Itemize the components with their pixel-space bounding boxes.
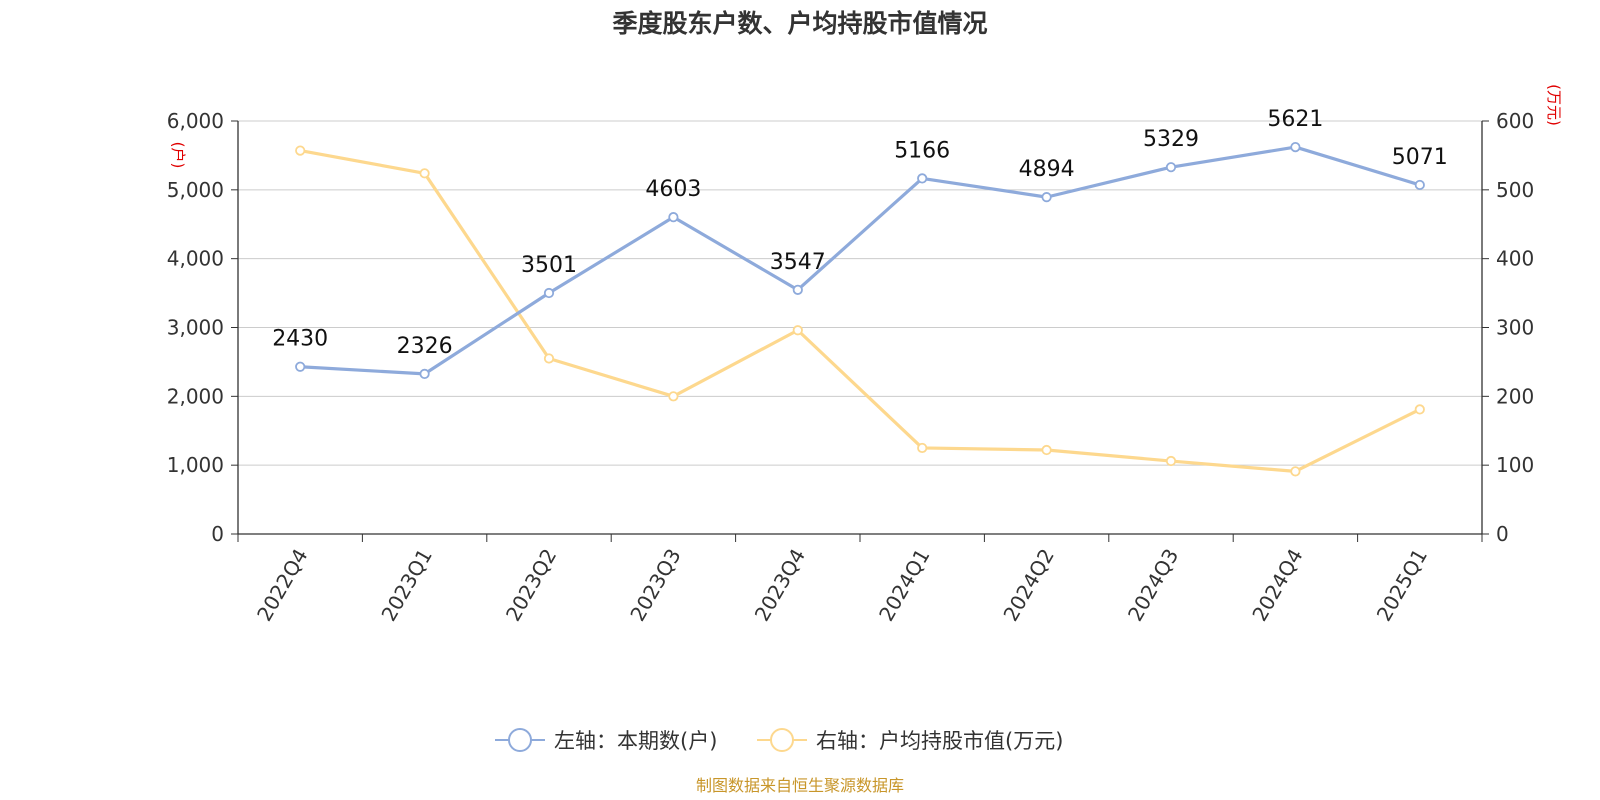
x-tick-label: 2024Q2	[998, 545, 1058, 626]
data-point	[1165, 162, 1177, 173]
series-avg-market-value	[295, 145, 1425, 477]
right-tick-label: 600	[1496, 109, 1534, 133]
x-tick-label: 2024Q3	[1123, 545, 1183, 626]
data-label: 3547	[770, 250, 826, 275]
left-tick-label: 5,000	[167, 178, 224, 202]
legend-marker-icon	[770, 728, 794, 752]
legend-label: 左轴：本期数(户)	[554, 729, 717, 753]
left-tick-label: 3,000	[167, 316, 224, 340]
source-note: 制图数据来自恒生聚源数据库	[696, 776, 904, 795]
x-tick-label: 2023Q3	[625, 545, 685, 626]
data-point	[1041, 444, 1052, 456]
grid-lines	[238, 120, 1482, 466]
data-label: 2430	[272, 327, 328, 352]
series-line	[300, 145, 1421, 376]
data-point	[1414, 404, 1425, 415]
data-point	[543, 353, 555, 364]
data-point	[1290, 141, 1301, 153]
data-point	[917, 442, 928, 454]
right-tick-label: 200	[1496, 384, 1534, 408]
left-axis-ticks: 0 1,000 2,000 3,000 4,000 5,000 6,000	[167, 109, 238, 546]
data-point	[792, 325, 803, 336]
chart-title: 季度股东户数、户均持股市值情况	[612, 9, 987, 38]
legend-label: 右轴：户均持股市值(万元)	[816, 729, 1063, 753]
data-labels: 2430 2326 3501 4603 3547 5166 4894 5329 5621 5071	[272, 107, 1448, 359]
data-point	[419, 168, 430, 179]
data-label: 3501	[521, 253, 577, 278]
right-tick-label: 100	[1496, 453, 1534, 477]
data-label: 2326	[397, 334, 453, 359]
data-point	[1041, 192, 1052, 203]
series-layer	[295, 141, 1425, 477]
x-tick-label: 2023Q1	[376, 545, 436, 626]
x-tick-label: 2023Q2	[501, 545, 561, 626]
left-axis-unit: (户)	[169, 142, 187, 169]
data-point	[419, 368, 430, 379]
right-tick-label: 500	[1496, 178, 1534, 202]
data-label: 5071	[1392, 145, 1448, 170]
right-axis-unit: (万元)	[1545, 84, 1563, 126]
data-point	[668, 391, 679, 402]
right-tick-label: 400	[1496, 247, 1534, 271]
legend-item[interactable]: 左轴：本期数(户)	[495, 728, 717, 753]
left-tick-label: 0	[211, 522, 224, 546]
left-tick-label: 4,000	[167, 247, 224, 271]
data-point	[1290, 466, 1301, 477]
x-tick-label: 2025Q1	[1372, 545, 1432, 626]
x-tick-label: 2023Q4	[750, 545, 810, 626]
data-point	[792, 284, 803, 295]
left-tick-label: 6,000	[167, 109, 224, 133]
left-tick-label: 2,000	[167, 384, 224, 408]
left-tick-label: 1,000	[167, 453, 224, 477]
data-point	[668, 212, 679, 223]
data-label: 5329	[1143, 127, 1199, 152]
data-point	[917, 173, 928, 184]
x-tick-label: 2022Q4	[252, 545, 312, 626]
legend-marker-icon	[508, 728, 532, 752]
data-point	[543, 287, 555, 299]
legend[interactable]: 左轴：本期数(户) 右轴：户均持股市值(万元)	[495, 728, 1063, 753]
right-tick-label: 300	[1496, 316, 1534, 340]
legend-item[interactable]: 右轴：户均持股市值(万元)	[757, 728, 1063, 753]
x-tick-label: 2024Q4	[1247, 545, 1307, 626]
data-point	[1414, 179, 1425, 191]
x-axis-ticks: 2022Q4 2023Q1 2023Q2 2023Q3 2023Q4 2024Q1 2024…	[237, 534, 1483, 626]
series-shareholder-count	[295, 141, 1425, 379]
series-line	[299, 149, 1421, 473]
data-point	[295, 145, 306, 156]
right-axis-ticks: 0 100 200 300 400 500 600	[1482, 109, 1534, 546]
data-label: 4603	[645, 177, 701, 202]
data-label: 5166	[894, 138, 950, 163]
data-point	[295, 361, 306, 372]
right-tick-label: 0	[1496, 522, 1509, 546]
data-label: 4894	[1019, 157, 1075, 182]
data-point	[1165, 455, 1177, 467]
data-label: 5621	[1267, 107, 1323, 132]
x-tick-label: 2024Q1	[874, 545, 934, 626]
